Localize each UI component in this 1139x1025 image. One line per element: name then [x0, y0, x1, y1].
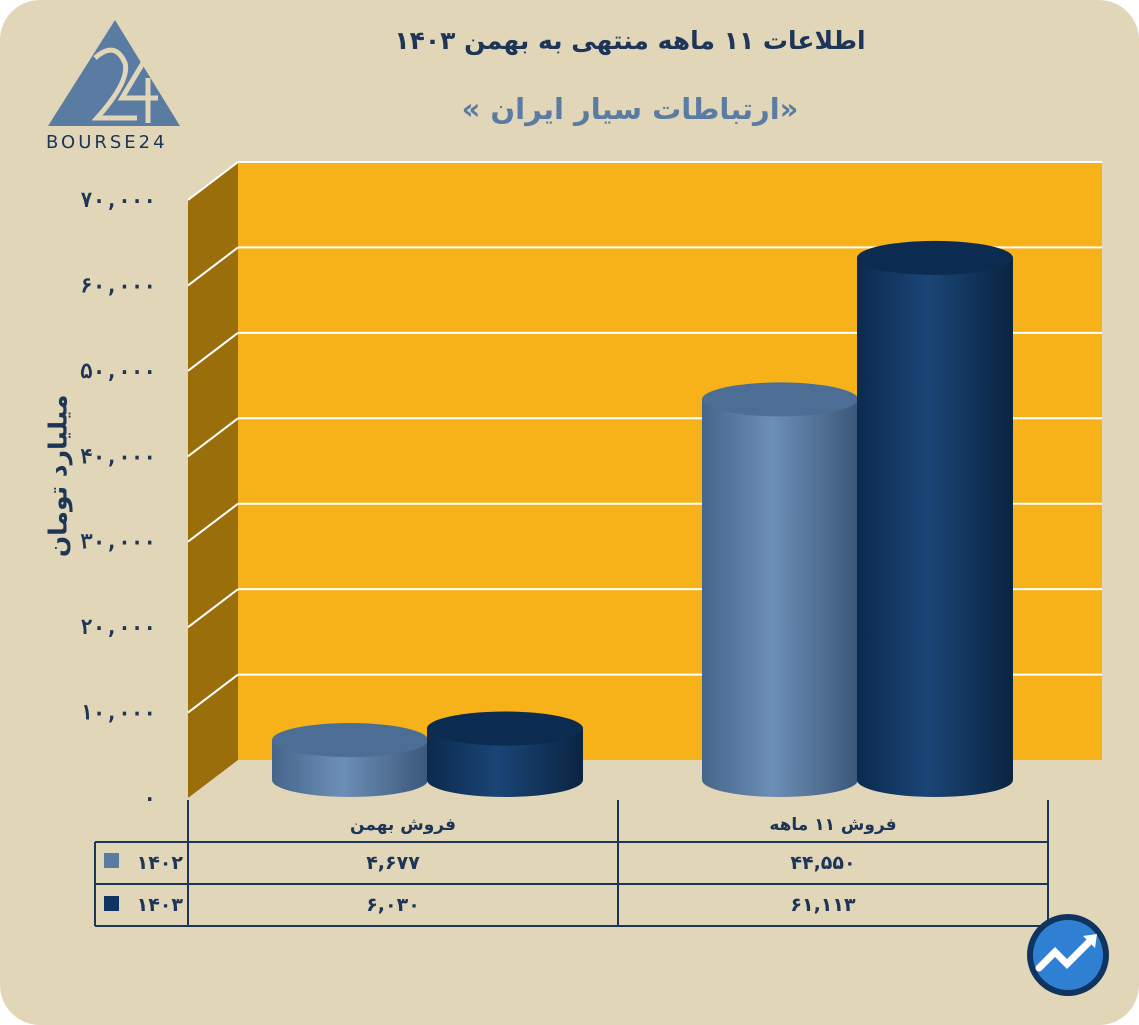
y-tick-label: ۴۰,۰۰۰ [80, 444, 156, 468]
bar-body [857, 257, 1013, 797]
y-tick-label: ۷۰,۰۰۰ [80, 188, 156, 212]
bar-top [857, 240, 1013, 275]
y-tick-label: ۵۰,۰۰۰ [80, 359, 156, 383]
gridline-side [187, 673, 239, 714]
gridline-side [187, 417, 239, 458]
data-label: ۶۱,۱۱۳ [790, 894, 856, 916]
data-label: ۶,۰۳۰ [366, 894, 420, 916]
plot-side-wall [188, 162, 238, 798]
logo-text: BOURSE24 [46, 132, 168, 153]
bourse24-logo-icon [48, 20, 180, 126]
bar-۱۴۰۳-0 [427, 711, 583, 797]
chart-title: اطلاعات ۱۱ ماهه منتهی به بهمن ۱۴۰۳ [394, 26, 866, 55]
chart-subtitle: «ارتباطات سیار ایران » [461, 92, 799, 126]
data-label: ۴,۶۷۷ [366, 852, 420, 874]
legend-label: ۱۴۰۲ [137, 852, 184, 874]
gridline-side [187, 332, 239, 372]
trend-arrow-icon [1027, 914, 1109, 996]
bar-۱۴۰۳-1 [857, 240, 1013, 797]
bar-top [272, 723, 428, 758]
bar-top [702, 382, 858, 417]
legend-swatch-1402 [104, 853, 119, 868]
y-tick-label: ۶۰,۰۰۰ [80, 273, 156, 297]
category-label: فروش بهمن [350, 815, 456, 835]
legend-swatch-1403 [104, 896, 119, 911]
data-label: ۴۴,۵۵۰ [790, 852, 855, 874]
legend-label: ۱۴۰۳ [137, 894, 184, 916]
bar-۱۴۰۲-1 [702, 382, 858, 797]
y-tick-label: ۱۰,۰۰۰ [80, 701, 156, 725]
gridline-side [187, 161, 239, 201]
gridline-side [187, 502, 239, 543]
bar-body [702, 399, 858, 797]
bar-۱۴۰۲-0 [272, 723, 428, 797]
gridline-side [187, 246, 239, 287]
y-tick-label: ۰ [143, 786, 156, 810]
gridline-side [187, 588, 239, 628]
bar-top [427, 711, 583, 746]
y-tick-label: ۳۰,۰۰۰ [80, 530, 156, 554]
category-label: فروش ۱۱ ماهه [769, 815, 896, 835]
bar-body [427, 728, 583, 797]
y-tick-label: ۲۰,۰۰۰ [80, 615, 156, 639]
